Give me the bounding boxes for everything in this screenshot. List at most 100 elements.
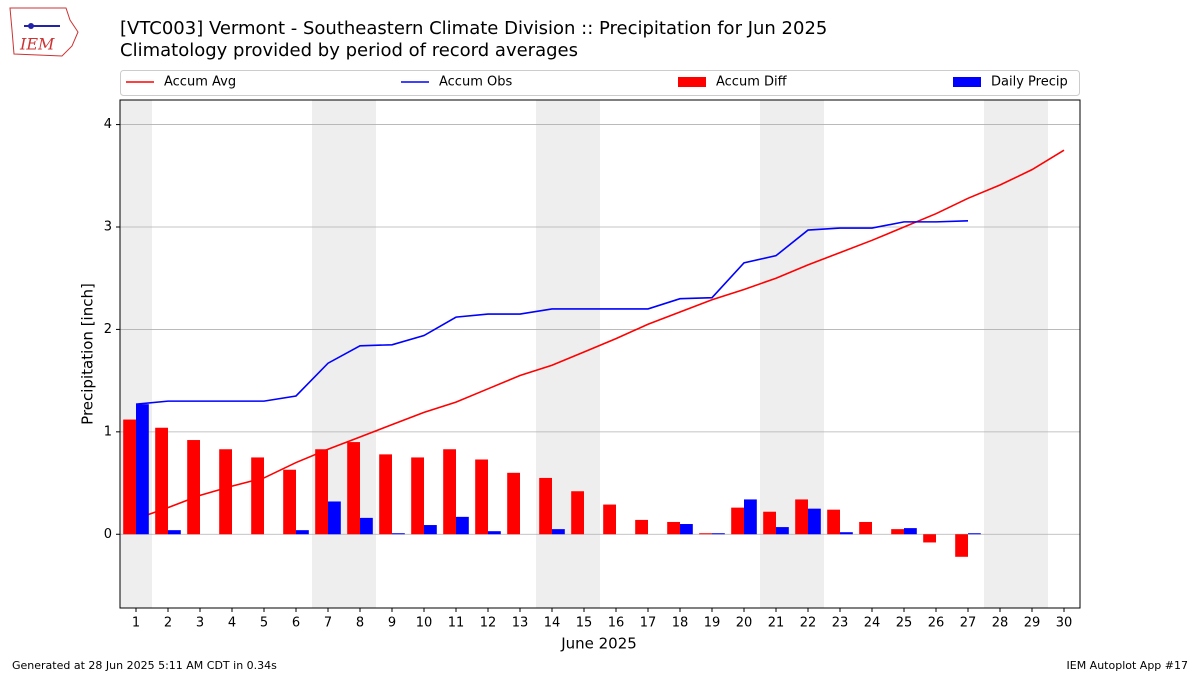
bar <box>923 534 936 543</box>
footer-right: IEM Autoplot App #17 <box>1067 659 1189 672</box>
weekend-shade <box>984 100 1048 608</box>
x-tick-label: 25 <box>896 616 913 631</box>
bar <box>456 516 469 535</box>
bar <box>699 533 712 535</box>
legend-label: Accum Obs <box>439 75 512 90</box>
y-axis-label: Precipitation [inch] <box>79 283 97 425</box>
bar <box>776 527 789 535</box>
x-axis-label: June 2025 <box>560 635 637 653</box>
bar <box>680 524 693 535</box>
y-tick-label: 0 <box>104 527 112 542</box>
logo-text: IEM <box>19 35 55 54</box>
bar <box>347 442 360 535</box>
bar <box>539 477 552 535</box>
bar <box>795 499 808 535</box>
logo: IEM <box>9 7 79 57</box>
x-tick-label: 15 <box>576 616 593 631</box>
chart-title: [VTC003] Vermont - Southeastern Climate … <box>120 18 827 39</box>
bar <box>328 501 341 535</box>
x-tick-label: 6 <box>292 616 300 631</box>
x-tick-label: 4 <box>228 616 236 631</box>
x-tick-label: 28 <box>992 616 1009 631</box>
x-tick-label: 17 <box>640 616 657 631</box>
bar <box>424 525 437 535</box>
bar <box>488 531 501 535</box>
bar <box>731 507 744 535</box>
x-tick-label: 26 <box>928 616 945 631</box>
bar <box>443 449 456 535</box>
legend-label: Daily Precip <box>991 75 1068 90</box>
line <box>135 220 969 405</box>
x-tick-label: 13 <box>512 616 529 631</box>
x-tick-label: 2 <box>164 616 172 631</box>
bar <box>507 472 520 535</box>
bar <box>123 419 136 535</box>
x-tick-label: 20 <box>736 616 753 631</box>
x-tick-label: 22 <box>800 616 817 631</box>
x-tick-label: 9 <box>388 616 396 631</box>
bar <box>827 509 840 535</box>
y-tick-label: 3 <box>104 220 112 235</box>
x-tick-label: 21 <box>768 616 785 631</box>
y-tick-label: 1 <box>104 424 112 439</box>
x-tick-label: 3 <box>196 616 204 631</box>
y-tick-label: 4 <box>104 117 112 132</box>
x-tick-label: 5 <box>260 616 268 631</box>
x-tick-label: 11 <box>448 616 465 631</box>
bar <box>475 459 488 535</box>
bar <box>891 529 904 535</box>
logo-outline <box>9 7 79 57</box>
bar <box>763 511 776 535</box>
bar <box>296 530 309 535</box>
x-tick-label: 12 <box>480 616 497 631</box>
x-tick-label: 29 <box>1024 616 1041 631</box>
bar <box>712 533 725 535</box>
bar <box>603 504 616 535</box>
legend-label: Accum Avg <box>164 75 236 90</box>
x-tick-label: 1 <box>132 616 140 631</box>
x-tick-label: 16 <box>608 616 625 631</box>
footer-left: Generated at 28 Jun 2025 5:11 AM CDT in … <box>12 659 277 672</box>
bar <box>315 449 328 535</box>
x-tick-label: 14 <box>544 616 561 631</box>
legend-swatch <box>953 77 981 87</box>
bar <box>283 469 296 535</box>
bar <box>552 529 565 535</box>
bar <box>168 530 181 535</box>
bar <box>571 491 584 535</box>
chart-subtitle: Climatology provided by period of record… <box>120 40 578 61</box>
x-tick-label: 10 <box>416 616 433 631</box>
bar <box>411 457 424 535</box>
plot-frame <box>119 99 1081 609</box>
x-tick-label: 19 <box>704 616 721 631</box>
legend-swatch <box>678 77 706 87</box>
bar <box>635 519 648 535</box>
bar <box>392 533 405 535</box>
bar <box>251 457 264 535</box>
line <box>135 149 1065 520</box>
bar <box>808 508 821 535</box>
legend-box <box>120 70 1080 96</box>
y-tick-label: 2 <box>104 322 112 337</box>
x-tick-label: 8 <box>356 616 364 631</box>
bar <box>840 532 853 535</box>
bar <box>744 499 757 535</box>
x-tick-label: 18 <box>672 616 689 631</box>
bar <box>904 528 917 535</box>
bar <box>155 427 168 535</box>
x-tick-label: 23 <box>832 616 849 631</box>
x-tick-label: 7 <box>324 616 332 631</box>
bar <box>136 404 149 535</box>
bar <box>968 533 981 535</box>
bar <box>859 521 872 535</box>
bar <box>187 440 200 535</box>
legend-label: Accum Diff <box>716 75 788 90</box>
bar <box>667 521 680 535</box>
x-tick-label: 30 <box>1056 616 1073 631</box>
logo-dot <box>28 23 34 29</box>
x-tick-label: 27 <box>960 616 977 631</box>
bar <box>955 534 968 557</box>
bar <box>360 517 373 535</box>
bar <box>219 449 232 535</box>
